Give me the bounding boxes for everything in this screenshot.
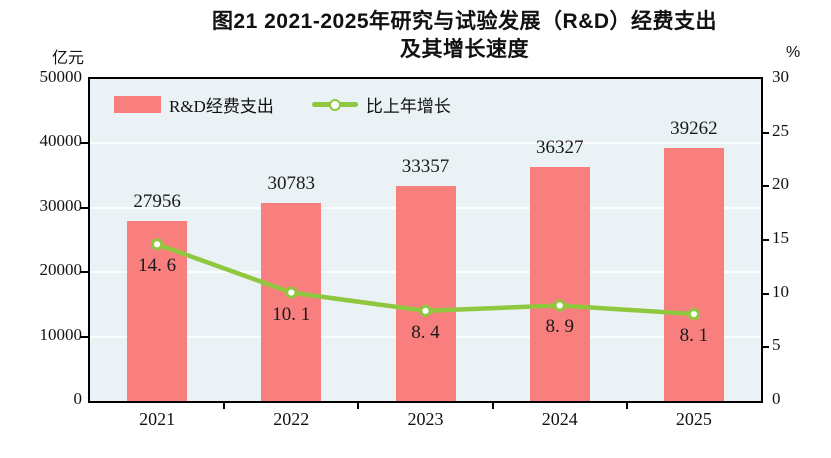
chart-title-line2: 及其增长速度	[400, 38, 529, 61]
x-axis-tick	[625, 401, 628, 409]
bar-value-label: 27956	[133, 190, 181, 212]
left-axis-tick	[80, 142, 88, 145]
line-legend-label: 比上年增长	[365, 97, 451, 116]
right-axis-tick-label: 30	[772, 67, 789, 86]
right-axis-unit: %	[786, 44, 801, 61]
x-axis-tick	[357, 401, 360, 409]
x-axis-label-2025: 2025	[675, 409, 712, 429]
bar-2023	[395, 186, 456, 401]
left-axis-tick-label: 10000	[39, 324, 83, 344]
left-axis-tick-label: 50000	[39, 67, 83, 86]
line-marker-2024	[553, 299, 566, 312]
x-axis-tick	[491, 401, 494, 409]
right-axis-tick-label: 10	[772, 281, 789, 301]
bar-value-label: 33357	[401, 156, 450, 178]
left-axis-tick-label: 40000	[39, 131, 83, 151]
line-marker-2021	[151, 238, 164, 251]
left-axis-tick-label: 20000	[39, 260, 83, 280]
left-axis-tick-label: 0	[73, 389, 83, 408]
x-axis-label-2024: 2024	[541, 409, 578, 429]
x-axis-label-2021: 2021	[139, 409, 176, 429]
right-axis-tick-label: 20	[772, 174, 789, 194]
line-legend-swatch	[311, 98, 358, 111]
left-axis-tick	[80, 335, 88, 338]
x-axis-label-2023: 2023	[407, 409, 444, 429]
bar-legend-swatch	[114, 96, 161, 113]
line-legend-marker-icon	[328, 98, 341, 111]
x-axis-tick	[223, 401, 226, 409]
right-axis-tick	[761, 346, 769, 349]
left-axis-tick	[80, 271, 88, 274]
right-axis-tick	[761, 239, 769, 241]
left-axis-tick	[80, 206, 88, 209]
line-marker-2023	[419, 304, 432, 317]
growth-value-label: 8. 4	[411, 321, 440, 343]
plot-area: 27956 30783 33357 36327 39262 14. 6 10. 1 8. 4 8…	[88, 77, 763, 403]
line-marker-2022	[285, 286, 298, 299]
right-axis-tick-label: 5	[772, 335, 781, 355]
chart-title-line1: 图21 2021-2025年研究与试验发展（R&D）经费支出	[211, 10, 718, 33]
right-axis-tick-label: 25	[772, 120, 789, 140]
right-axis-tick-label: 0	[772, 389, 781, 408]
left-axis-unit: 亿元	[51, 50, 84, 67]
bar-legend-label: R&D经费支出	[169, 97, 274, 116]
chart-title: 图21 2021-2025年研究与试验发展（R&D）经费支出 及其增长速度	[100, 8, 829, 64]
bar-2025	[663, 148, 724, 401]
growth-value-label: 8. 9	[545, 316, 574, 338]
legend: R&D经费支出 比上年增长	[114, 92, 451, 117]
line-series	[151, 238, 701, 321]
bar-2022	[261, 202, 322, 401]
right-axis-tick	[761, 131, 769, 134]
bar-2024	[529, 167, 590, 401]
right-axis-tick-label: 15	[772, 228, 789, 247]
left-axis-tick-label: 30000	[39, 195, 83, 215]
right-axis-tick	[761, 292, 769, 295]
gridline	[90, 142, 761, 145]
growth-value-label: 8. 1	[679, 325, 709, 347]
bar-value-label: 39262	[670, 118, 718, 140]
growth-value-label: 14. 6	[138, 255, 177, 277]
line-marker-2025	[687, 307, 701, 321]
right-axis-tick	[761, 185, 769, 188]
bar-value-label: 30783	[267, 172, 316, 194]
growth-value-label: 10. 1	[272, 303, 311, 325]
growth-line	[154, 242, 697, 317]
x-axis-label-2022: 2022	[273, 409, 310, 429]
bar-value-label: 36327	[535, 137, 584, 159]
